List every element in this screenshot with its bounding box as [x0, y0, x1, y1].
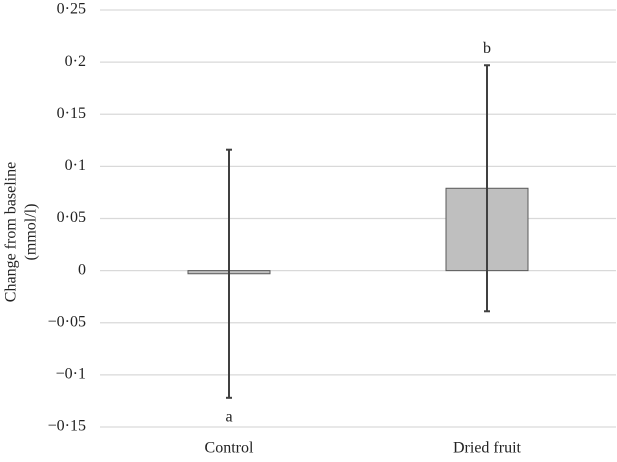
- y-axis-title-line: Change from baseline: [3, 162, 20, 302]
- y-tick-label: 0: [78, 261, 86, 278]
- y-tick-label: −0·05: [48, 313, 86, 330]
- y-tick-label: 0·1: [65, 157, 86, 174]
- y-tick-label: 0·25: [57, 1, 86, 18]
- y-tick-label: 0·05: [57, 209, 86, 226]
- y-axis-title: Change from baseline (mmol/l): [3, 162, 40, 302]
- y-tick-label: −0·1: [56, 366, 86, 383]
- annotation: a: [225, 408, 232, 425]
- x-tick-label: Control: [205, 440, 254, 457]
- y-tick-label: −0·15: [48, 418, 86, 435]
- x-tick-label: Dried fruit: [453, 440, 522, 457]
- y-tick-label: 0·15: [57, 105, 86, 122]
- y-tick-label: 0·2: [65, 53, 86, 70]
- y-axis-title-line: (mmol/l): [23, 204, 40, 261]
- annotation: b: [483, 40, 491, 57]
